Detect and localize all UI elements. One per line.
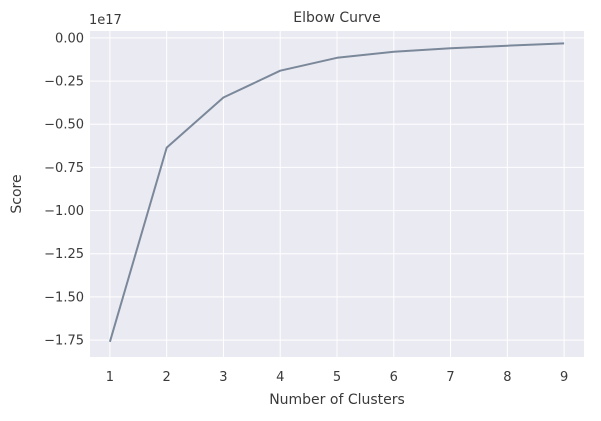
x-tick-label: 7 [446,370,454,385]
y-tick-label: −1.50 [44,290,84,305]
y-tick-labels: 0.00 −0.25 −0.50 −0.75 −1.00 −1.25 −1.50 −1.75 [44,31,84,348]
x-tick-label: 4 [276,370,284,385]
x-axis-label: Number of Clusters [269,392,405,408]
x-tick-label: 6 [390,370,398,385]
y-tick-label: 0.00 [55,31,84,46]
y-tick-label: −0.25 [44,75,84,90]
x-tick-label: 1 [106,370,114,385]
chart-title: Elbow Curve [293,10,380,26]
x-tick-label: 2 [163,370,171,385]
x-tick-label: 5 [333,370,341,385]
y-axis-offset-label: 1e17 [89,13,122,28]
series-lines [108,42,565,343]
y-tick-label: −0.50 [44,118,84,133]
series-line [108,42,565,343]
x-tick-labels: 1 2 3 4 5 6 7 8 9 [106,370,569,385]
x-tick-label: 9 [560,370,568,385]
x-tick-label: 3 [219,370,227,385]
y-tick-label: −1.00 [44,204,84,219]
y-tick-label: −1.25 [44,247,84,262]
y-tick-label: −1.75 [44,334,84,349]
y-axis-label: Score [9,174,25,213]
y-tick-label: −0.75 [44,161,84,176]
x-tick-label: 8 [503,370,511,385]
grid-lines [90,31,584,357]
